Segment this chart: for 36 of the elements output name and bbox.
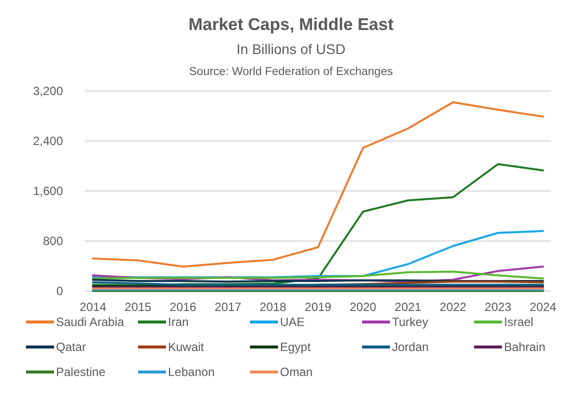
y-tick-label: 0 <box>56 284 64 298</box>
y-tick-label: 3,200 <box>32 84 64 98</box>
legend-label: Jordan <box>392 340 429 354</box>
chart-title: Market Caps, Middle East <box>188 15 394 34</box>
x-tick-label: 2019 <box>304 300 332 314</box>
legend-label: Qatar <box>56 340 86 354</box>
x-tick-label: 2017 <box>214 300 242 314</box>
legend-label: Egypt <box>280 340 312 354</box>
x-tick-label: 2021 <box>394 300 422 314</box>
source-note: Source: World Federation of Exchanges <box>189 66 394 78</box>
chart-subtitle: In Billions of USD <box>236 41 346 57</box>
x-tick-label: 2020 <box>350 300 377 314</box>
y-tick-label: 1,600 <box>32 184 64 198</box>
legend-label: Turkey <box>392 315 428 330</box>
x-tick-label: 2018 <box>260 300 287 314</box>
legend-label: Oman <box>280 365 313 380</box>
legend-label: Israel <box>504 315 534 330</box>
legend-label: Iran <box>168 315 189 330</box>
line-series <box>92 230 544 278</box>
x-tick-label: 2024 <box>530 300 557 314</box>
x-tick-label: 2023 <box>484 300 512 314</box>
legend-label: Bahrain <box>504 340 546 354</box>
x-tick-label: 2015 <box>124 300 152 314</box>
legend-label: Lebanon <box>168 365 215 380</box>
x-tick-label: 2022 <box>440 300 467 314</box>
line-series <box>92 101 544 268</box>
legend-label: UAE <box>280 315 305 330</box>
legend-label: Kuwait <box>168 340 205 354</box>
line-series <box>92 270 544 280</box>
y-tick-label: 800 <box>42 234 64 248</box>
legend-label: Palestine <box>56 365 106 380</box>
legend-label: Saudi Arabia <box>56 315 124 330</box>
y-tick-label: 2,400 <box>32 134 64 148</box>
line-series <box>92 163 544 286</box>
x-tick-label: 2014 <box>80 300 107 314</box>
x-tick-label: 2016 <box>170 300 197 314</box>
